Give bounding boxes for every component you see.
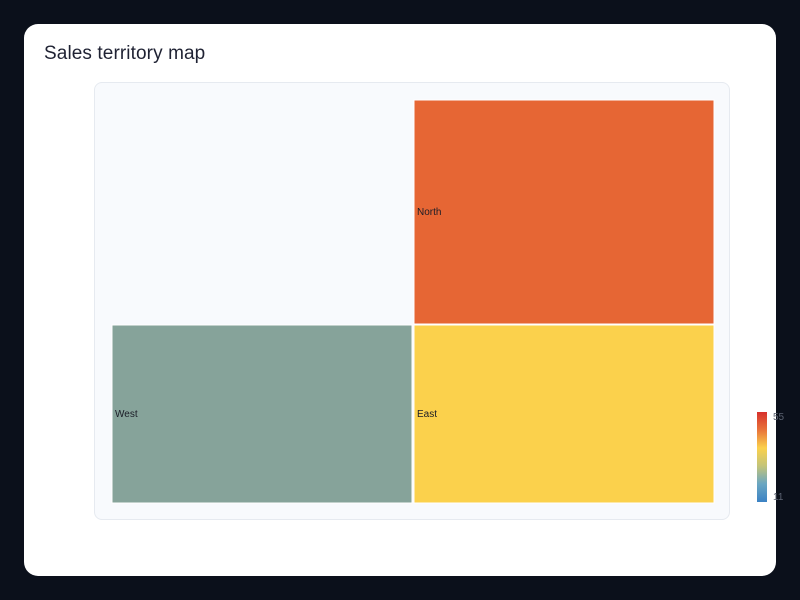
plot-area xyxy=(94,82,730,520)
chart-title: Sales territory map xyxy=(44,43,206,64)
chart-card: Sales territory map xyxy=(24,24,776,576)
